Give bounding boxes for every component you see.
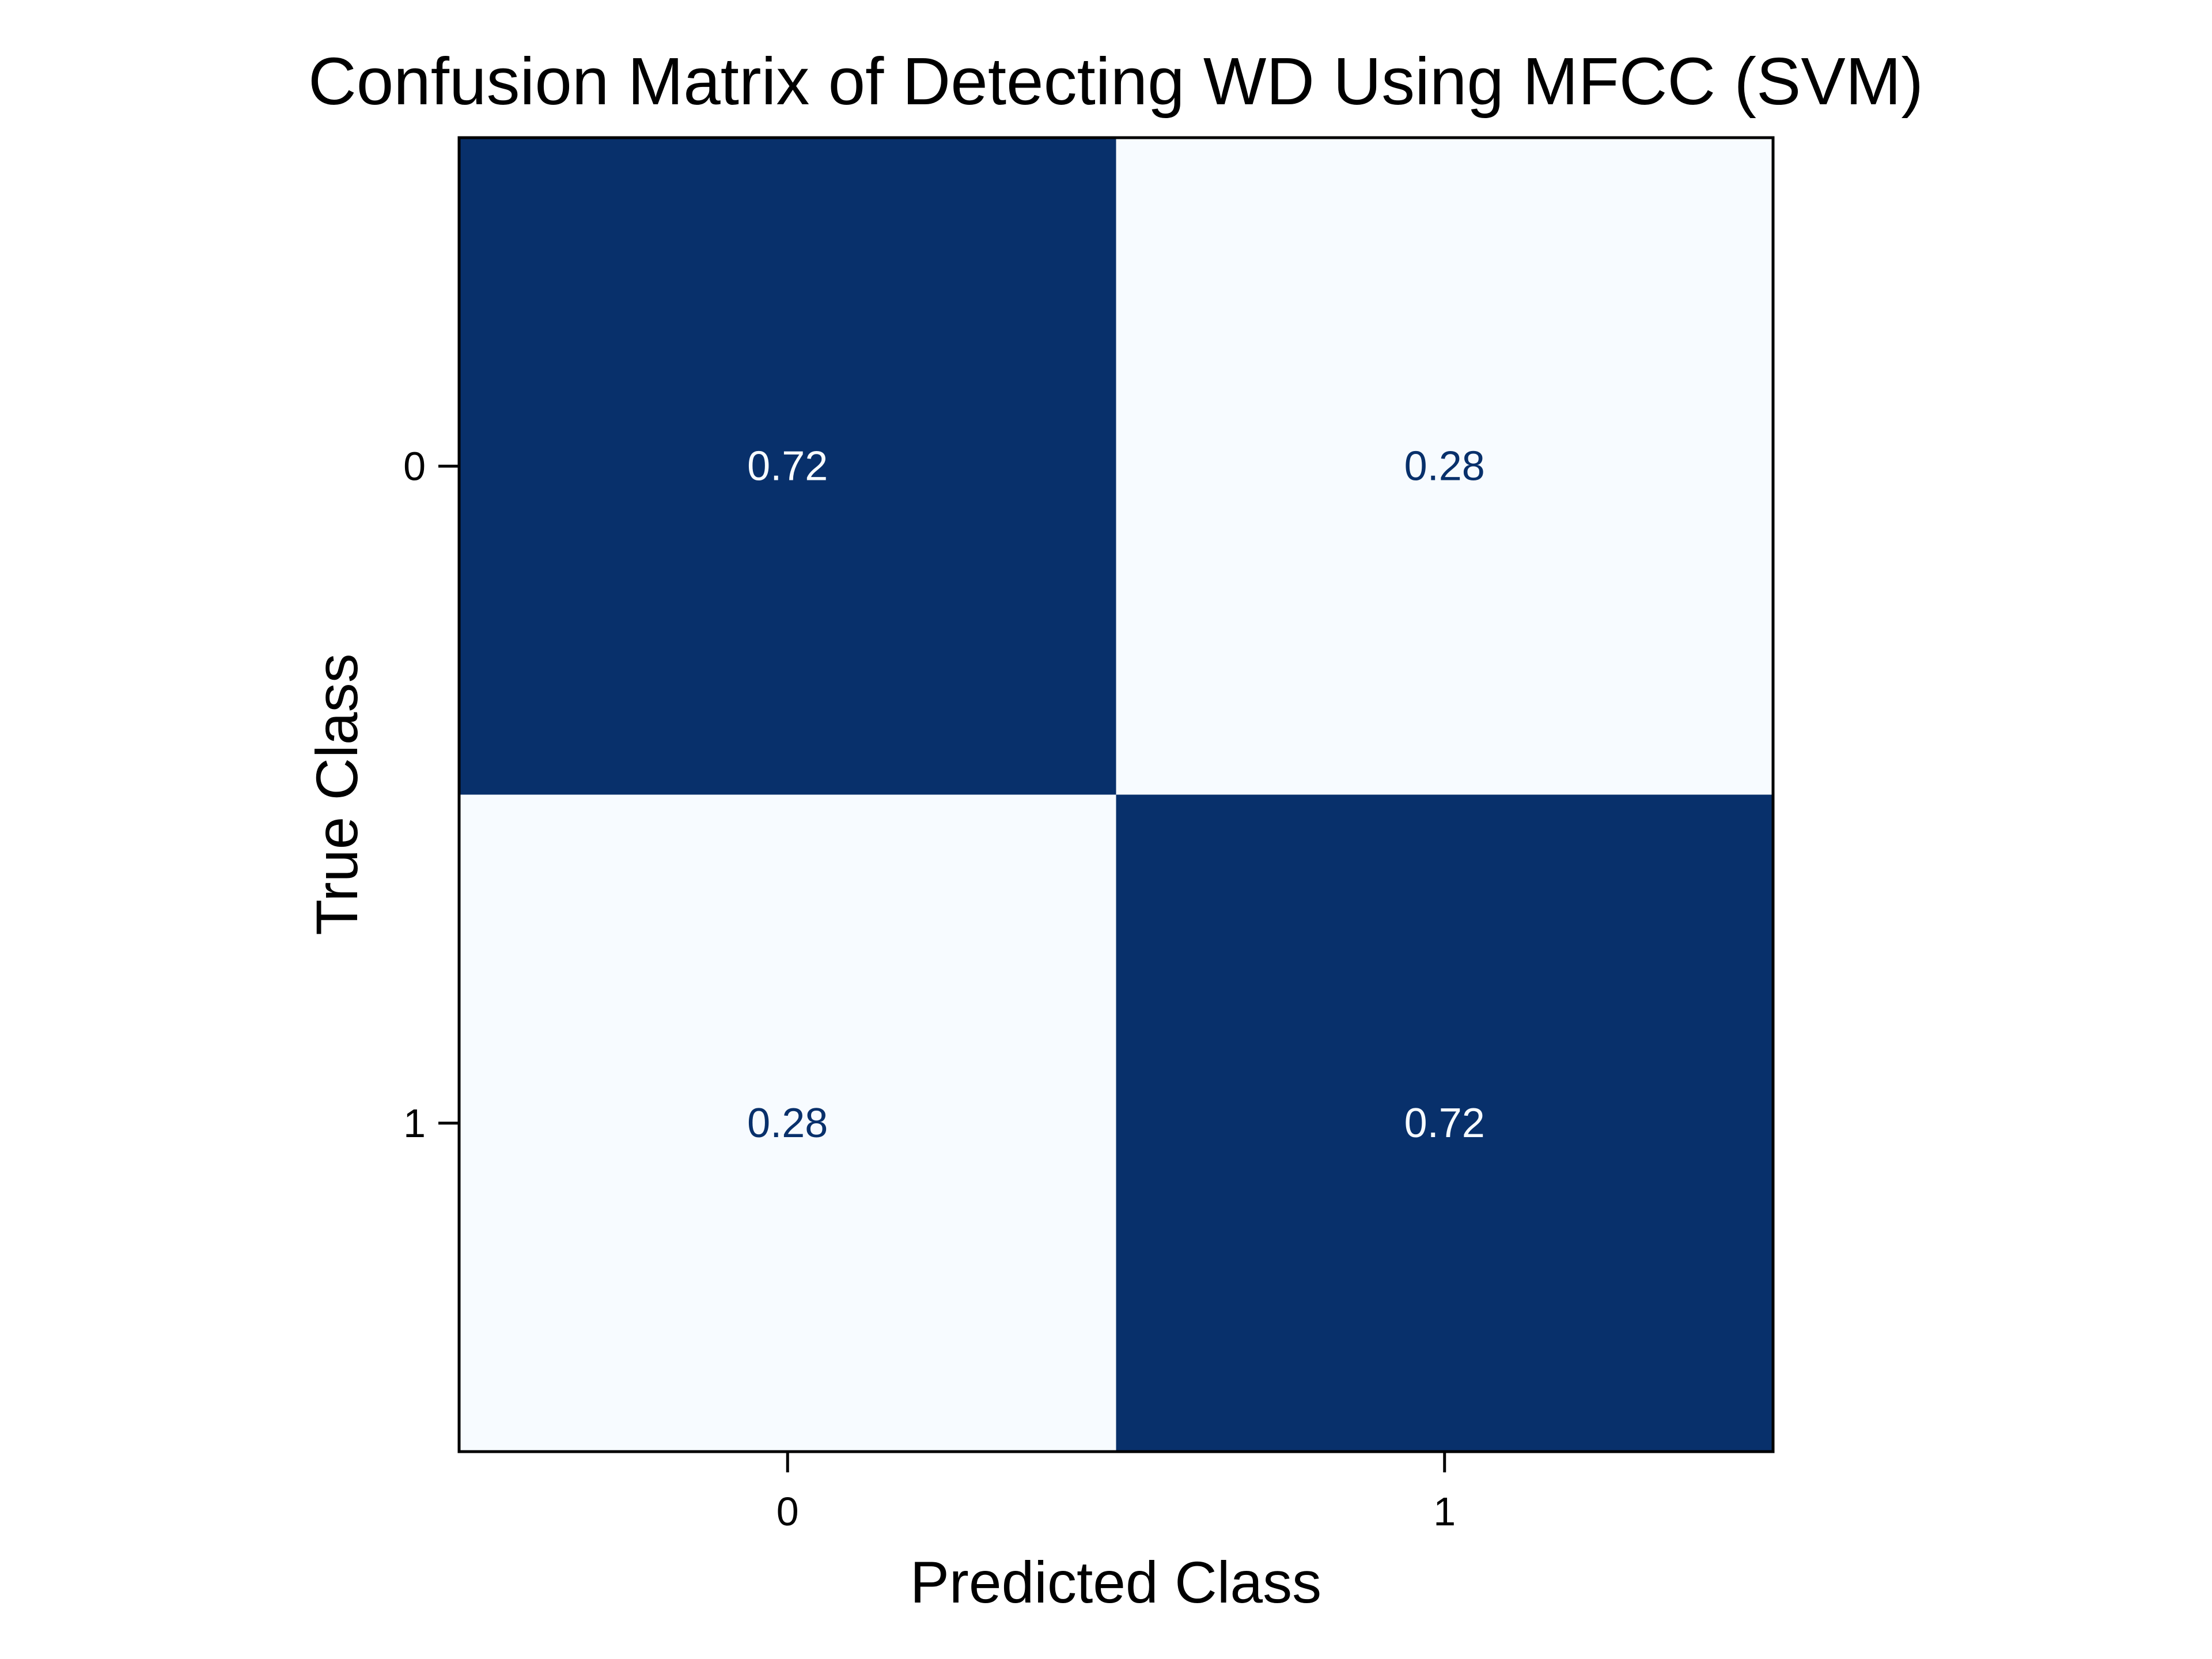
y-axis-label: True Class — [304, 653, 370, 935]
y-tick-label: 0 — [403, 444, 426, 488]
y-axis-ticks: 01 — [403, 444, 459, 1146]
matrix-cell-r1-c1 — [1116, 794, 1774, 1452]
cell-value-label: 0.28 — [747, 1100, 828, 1146]
x-axis-label: Predicted Class — [910, 1550, 1321, 1615]
x-tick-label: 0 — [777, 1489, 799, 1534]
matrix-cell-r1-c0 — [459, 794, 1116, 1452]
matrix-cell-r0-c0 — [459, 138, 1116, 795]
cell-value-label: 0.72 — [747, 443, 828, 489]
matrix-cell-labels: 0.72 0.28 0.28 0.72 — [747, 443, 1485, 1146]
cell-value-label: 0.72 — [1404, 1100, 1485, 1146]
x-tick-label: 1 — [1433, 1489, 1456, 1534]
plot-frame — [457, 136, 1775, 1453]
y-tick-label: 1 — [403, 1101, 426, 1146]
chart-title: Confusion Matrix of Detecting WD Using M… — [308, 44, 1923, 119]
matrix-cells — [459, 138, 1774, 1452]
matrix-cell-r0-c1 — [1116, 138, 1774, 795]
cell-value-label: 0.28 — [1404, 443, 1485, 489]
